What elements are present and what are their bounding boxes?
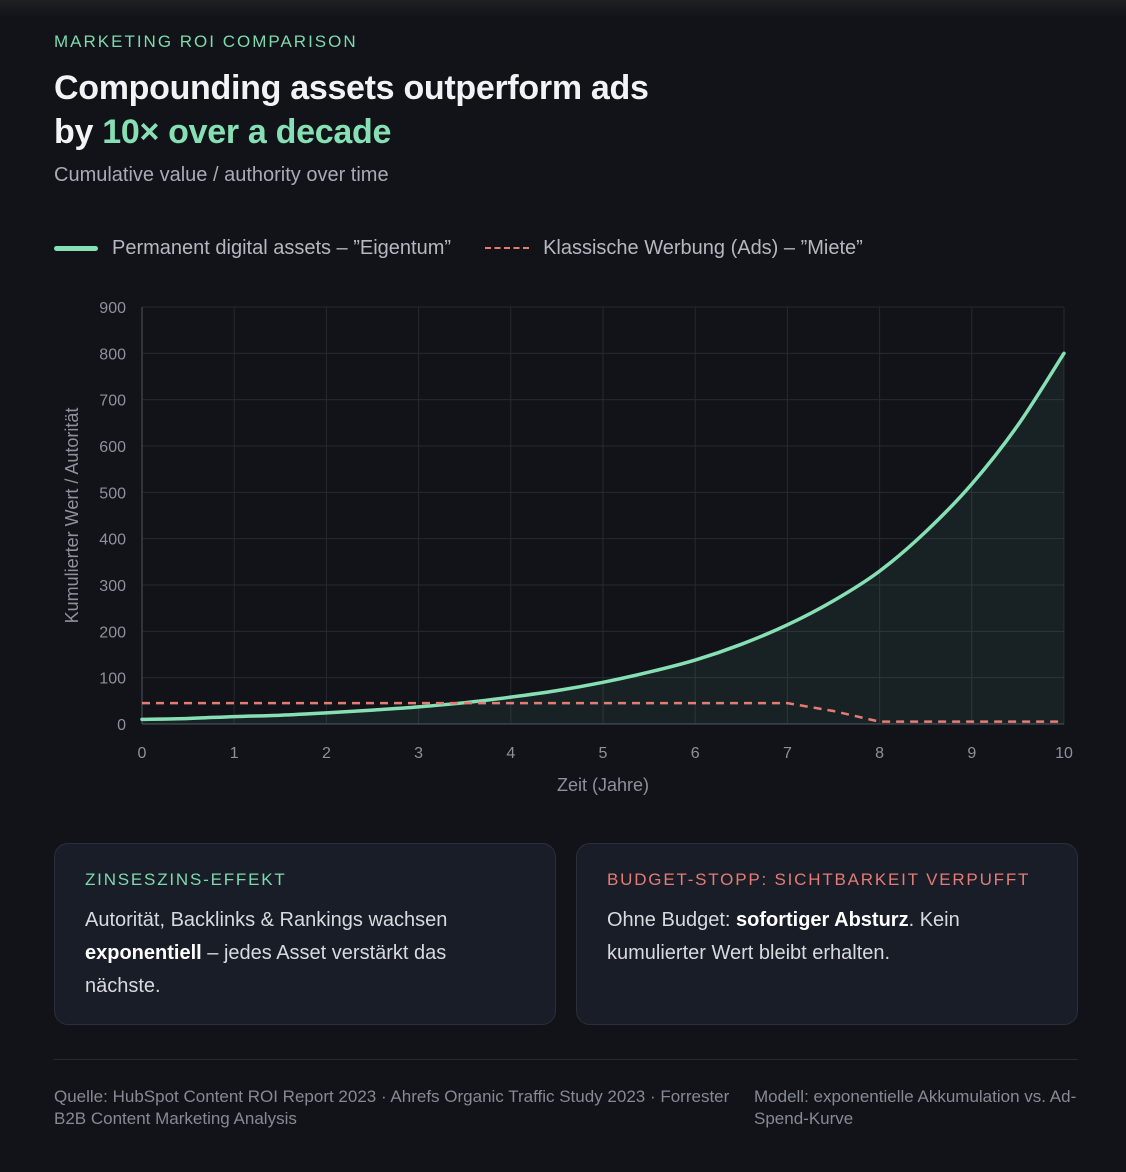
card-text-start: Ohne Budget: bbox=[607, 909, 736, 931]
legend-label-ads: Klassische Werbung (Ads) – ”Miete” bbox=[543, 236, 863, 259]
y-tick-label: 600 bbox=[99, 439, 126, 456]
legend-item-assets: Permanent digital assets – ”Eigentum” bbox=[54, 237, 451, 260]
x-tick-label: 1 bbox=[230, 745, 239, 762]
y-tick-label: 300 bbox=[99, 578, 126, 595]
y-tick-label: 400 bbox=[99, 532, 126, 549]
x-tick-label: 7 bbox=[783, 745, 792, 762]
card-text-end: – jedes Asset verstärkt das nächste. bbox=[85, 942, 447, 997]
line-chart: 0 100 200 300 400 500 600 700 800 900 0 1 2 3 4 5 6 7 8 9 10… bbox=[62, 300, 1073, 795]
x-tick-label: 5 bbox=[599, 745, 608, 762]
title-accent: 10× over a decade bbox=[102, 113, 392, 151]
card-text-bold: sofortiger Absturz bbox=[735, 909, 909, 931]
source-note: Quelle: HubSpot Content ROI Report 2023 … bbox=[54, 1087, 730, 1128]
card-label: ZINSESZINS-EFFEKT bbox=[85, 870, 287, 889]
x-tick-label: 0 bbox=[138, 745, 147, 762]
x-tick-label: 6 bbox=[691, 745, 700, 762]
eyebrow: MARKETING ROI COMPARISON bbox=[54, 32, 358, 51]
title-line-1: Compounding assets outperform ads bbox=[54, 69, 649, 107]
series-line-ads bbox=[142, 701, 1064, 723]
y-tick-label: 900 bbox=[99, 300, 126, 317]
legend-label-assets: Permanent digital assets – ”Eigentum” bbox=[112, 236, 452, 259]
title-line-2-prefix: by bbox=[54, 113, 103, 151]
y-tick-label: 200 bbox=[99, 624, 126, 641]
card-compound-effect: ZINSESZINS-EFFEKT Autorität, Backlinks &… bbox=[54, 843, 556, 1025]
x-tick-label: 8 bbox=[875, 745, 884, 762]
legend-item-ads: Klassische Werbung (Ads) – ”Miete” bbox=[485, 237, 863, 260]
y-tick-label: 800 bbox=[99, 346, 126, 363]
series-line-assets bbox=[140, 351, 1066, 722]
subtitle: Cumulative value / authority over time bbox=[54, 164, 389, 186]
y-tick-label: 700 bbox=[99, 393, 126, 410]
x-axis-label: Zeit (Jahre) bbox=[557, 775, 649, 795]
legend-swatch-assets bbox=[54, 245, 98, 251]
x-tick-label: 3 bbox=[414, 745, 423, 762]
card-text-start: Autorität, Backlinks & Rankings wachsen bbox=[85, 909, 448, 931]
legend-swatch-ads bbox=[485, 247, 530, 249]
y-tick-label: 0 bbox=[117, 717, 126, 734]
card-text-bold: exponentiell bbox=[85, 942, 202, 964]
top-fade bbox=[0, 0, 1126, 18]
x-tick-label: 10 bbox=[1055, 745, 1073, 762]
x-tick-label: 9 bbox=[967, 745, 976, 762]
y-axis-label: Kumulierter Wert / Autorität bbox=[62, 408, 82, 624]
model-note: Modell: exponentielle Akkumulation vs. A… bbox=[754, 1087, 1077, 1128]
card-label: BUDGET-STOPP: SICHTBARKEIT VERPUFFT bbox=[607, 870, 1031, 889]
series-area-assets bbox=[142, 353, 1064, 724]
x-tick-label: 4 bbox=[506, 745, 515, 762]
card-budget-stop: BUDGET-STOPP: SICHTBARKEIT VERPUFFT Ohne… bbox=[576, 843, 1078, 1025]
card-text: Ohne Budget: sofortiger Absturz. Kein ku… bbox=[607, 904, 1047, 970]
x-tick-label: 2 bbox=[322, 745, 331, 762]
card-text: Autorität, Backlinks & Rankings wachsen … bbox=[85, 904, 525, 1003]
y-tick-label: 500 bbox=[99, 485, 126, 502]
chart-legend: Permanent digital assets – ”Eigentum” Kl… bbox=[54, 234, 897, 262]
card-text-end: . Kein kumulierter Wert bleibt erhalten. bbox=[607, 909, 960, 964]
y-tick-label: 100 bbox=[99, 671, 126, 688]
footer-divider bbox=[54, 1059, 1078, 1060]
page-title: Compounding assets outperform ads by 10×… bbox=[54, 66, 649, 154]
